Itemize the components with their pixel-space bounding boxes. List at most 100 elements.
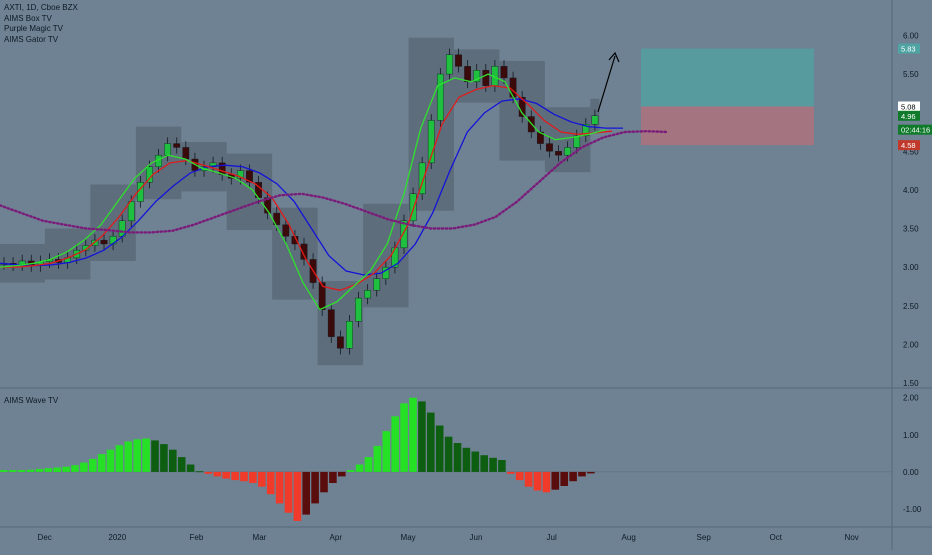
price-tick-label: 2.50 bbox=[903, 302, 919, 311]
wave-bar bbox=[346, 470, 355, 472]
wave-bar bbox=[62, 466, 70, 472]
candle-body bbox=[482, 70, 490, 86]
candle-body bbox=[509, 77, 517, 98]
wave-bar bbox=[418, 401, 426, 472]
time-tick-label: Mar bbox=[253, 533, 267, 542]
time-tick-label: Dec bbox=[38, 533, 52, 542]
wave-bar bbox=[382, 431, 391, 472]
wave-bar bbox=[160, 444, 168, 472]
wave-bar bbox=[293, 471, 302, 521]
candle-body bbox=[455, 54, 462, 67]
candle-body bbox=[464, 66, 472, 82]
candle-body bbox=[355, 297, 362, 322]
wave-bar bbox=[489, 457, 497, 472]
wave-bar bbox=[195, 471, 204, 473]
wave-panel-title[interactable]: AIMS Wave TV bbox=[4, 396, 59, 405]
indicator-aims-box[interactable]: AIMS Box TV bbox=[4, 13, 52, 23]
indicator-purple-magic[interactable]: Purple Magic TV bbox=[4, 24, 63, 33]
candle-body bbox=[500, 66, 508, 79]
candle-body bbox=[564, 147, 572, 156]
symbol-title[interactable]: AXTI, 1D, Cboe BZX bbox=[4, 3, 78, 12]
wave-tick-label: 1.00 bbox=[903, 431, 919, 440]
wave-bar bbox=[124, 441, 133, 472]
candle-body bbox=[346, 321, 353, 349]
price-tick-label: 1.50 bbox=[903, 379, 919, 388]
candle-body bbox=[418, 162, 426, 194]
wave-bar bbox=[97, 454, 106, 472]
wave-bar bbox=[249, 471, 257, 483]
wave-bar bbox=[373, 445, 382, 472]
wave-bar bbox=[524, 471, 533, 487]
wave-bar bbox=[169, 449, 177, 472]
wave-bar bbox=[427, 412, 435, 472]
time-tick-label: May bbox=[401, 533, 416, 542]
wave-bar bbox=[258, 471, 266, 487]
wave-bar bbox=[391, 416, 399, 472]
time-tick-label: Feb bbox=[190, 533, 204, 542]
wave-bar bbox=[80, 462, 88, 472]
candle-body bbox=[546, 143, 553, 152]
candle-body bbox=[427, 120, 435, 164]
wave-bar bbox=[240, 471, 248, 482]
candle-body bbox=[273, 212, 281, 225]
wave-bar bbox=[133, 439, 141, 472]
price-tag bbox=[898, 101, 920, 112]
trend-arrow-head bbox=[608, 51, 620, 63]
chart-legend: AXTI, 1D, Cboe BZX AIMS Box TV Purple Ma… bbox=[4, 3, 78, 45]
wave-bar bbox=[400, 403, 408, 472]
wave-bar bbox=[551, 471, 560, 490]
wave-bar bbox=[480, 455, 488, 472]
wave-bar bbox=[35, 468, 44, 472]
candle-body bbox=[400, 220, 408, 249]
price-tick-label: 4.00 bbox=[903, 186, 919, 195]
candle-body bbox=[173, 143, 181, 148]
price-tag-label: 02:44:16 bbox=[901, 126, 930, 135]
candle-body bbox=[555, 151, 562, 156]
price-tag bbox=[898, 43, 920, 54]
wave-bar bbox=[17, 470, 26, 472]
candle-body bbox=[100, 239, 108, 245]
wave-bar bbox=[106, 449, 115, 472]
indicator-aims-gator[interactable]: AIMS Gator TV bbox=[4, 34, 59, 44]
wave-bar bbox=[507, 471, 515, 474]
price-tick-label: 3.00 bbox=[903, 263, 919, 272]
wave-tick-label: 2.00 bbox=[903, 394, 919, 403]
wave-bar bbox=[204, 471, 213, 474]
time-tick-label: Nov bbox=[845, 533, 859, 542]
wave-bar bbox=[462, 447, 471, 472]
time-tick-label: 2020 bbox=[108, 533, 126, 542]
candle-body bbox=[446, 54, 453, 75]
time-tick-label: Jul bbox=[547, 533, 557, 542]
wave-tick-label: -1.00 bbox=[903, 505, 922, 514]
candle-body bbox=[573, 135, 581, 148]
wave-bar bbox=[71, 465, 79, 472]
wave-bar bbox=[53, 467, 61, 472]
price-tick-label: 4.50 bbox=[903, 147, 919, 156]
wave-bar bbox=[89, 458, 97, 472]
wave-bar bbox=[44, 468, 53, 472]
time-tick-label: Aug bbox=[622, 533, 636, 542]
price-tick-label: 6.00 bbox=[903, 31, 919, 40]
wave-bar bbox=[8, 470, 17, 472]
wave-bar bbox=[0, 470, 8, 472]
candle-body bbox=[236, 170, 244, 179]
wave-bar bbox=[435, 425, 444, 472]
price-tag bbox=[898, 110, 920, 121]
wave-bar bbox=[453, 443, 462, 472]
wave-bar bbox=[275, 471, 284, 504]
candle-body bbox=[146, 166, 153, 183]
wave-bar bbox=[284, 471, 293, 513]
candle-body bbox=[409, 193, 417, 222]
wave-bar bbox=[142, 438, 150, 472]
wave-bar bbox=[320, 471, 328, 493]
candle-body bbox=[591, 115, 599, 125]
aims-box bbox=[544, 107, 591, 173]
candle-body bbox=[246, 170, 253, 183]
wave-bar bbox=[587, 471, 595, 474]
price-tag-label: 4.58 bbox=[901, 141, 916, 150]
gator-green-line bbox=[0, 73, 607, 311]
wave-bar bbox=[444, 436, 453, 472]
candle-body bbox=[336, 336, 344, 349]
